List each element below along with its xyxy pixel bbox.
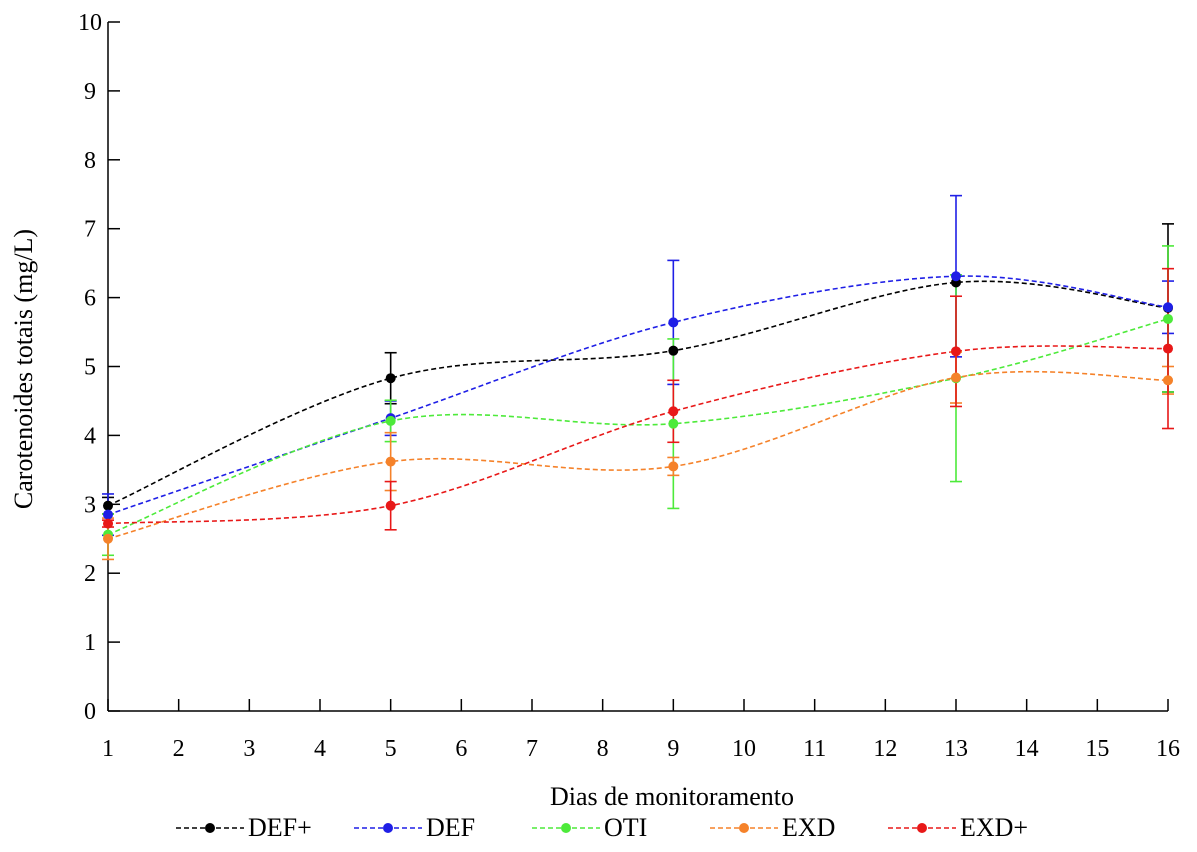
legend-item-def-plus: DEF+ [176, 813, 312, 842]
legend-item-exd: EXD [710, 813, 835, 842]
x-tick-label: 5 [385, 736, 397, 762]
x-tick-label: 9 [667, 736, 679, 762]
legend-item-exd-plus: EXD+ [888, 813, 1028, 842]
x-tick-label: 3 [243, 736, 255, 762]
y-tick-label: 2 [84, 561, 96, 587]
x-tick-label: 15 [1085, 736, 1109, 762]
x-tick-label: 2 [173, 736, 185, 762]
data-point-def-plus [668, 345, 679, 356]
data-point-exd-plus [103, 518, 113, 529]
x-tick-label: 16 [1156, 736, 1180, 762]
data-point-oti [1163, 313, 1173, 324]
legend-marker [205, 823, 215, 833]
data-point-def-plus [385, 373, 396, 384]
x-tick-label: 4 [314, 736, 326, 762]
y-tick-label: 1 [84, 630, 96, 656]
data-point-exd [103, 533, 113, 544]
legend-marker [917, 823, 927, 833]
y-tick-label: 3 [84, 492, 96, 518]
data-point-oti [668, 418, 679, 429]
y-tick-label: 7 [84, 217, 96, 243]
data-point-exd-plus [668, 406, 679, 417]
data-point-def [1163, 302, 1173, 313]
legend-item-oti: OTI [532, 813, 647, 842]
legend: DEF+ DEF OTI EXD EXD+ [176, 813, 1028, 842]
y-tick-label: 5 [84, 355, 96, 381]
series-line-exd-plus [107, 345, 1169, 525]
y-tick-label: 4 [84, 423, 96, 449]
x-tick-label: 14 [1015, 736, 1039, 762]
x-tick-label: 8 [597, 736, 609, 762]
data-point-oti [385, 415, 396, 426]
data-point-exd [951, 372, 961, 383]
x-tick-label: 12 [873, 736, 897, 762]
legend-label: DEF+ [248, 813, 312, 842]
y-tick-label: 6 [84, 286, 96, 312]
legend-label: EXD+ [960, 813, 1028, 842]
series-line-oti [107, 318, 1169, 536]
data-point-exd [1163, 375, 1173, 386]
legend-item-def: DEF [354, 813, 475, 842]
x-tick-label: 13 [944, 736, 968, 762]
x-tick-label: 7 [526, 736, 538, 762]
x-axis-title: Dias de monitoramento [550, 782, 794, 811]
legend-marker [561, 823, 571, 833]
y-axis-title: Carotenoides totais (mg/L) [9, 229, 38, 509]
y-tick-label: 0 [84, 699, 96, 725]
data-point-def [103, 509, 113, 520]
y-tick-label: 8 [84, 148, 96, 174]
y-tick-label: 10 [78, 10, 102, 36]
legend-label: DEF [426, 813, 475, 842]
legend-marker [739, 823, 749, 833]
data-point-exd [668, 461, 679, 472]
x-tick-label: 11 [803, 736, 826, 762]
error-bars [102, 194, 1174, 561]
legend-label: EXD [782, 813, 835, 842]
data-point-def [951, 271, 961, 282]
data-point-exd-plus [951, 346, 961, 357]
legend-marker [383, 823, 393, 833]
data-point-def-plus [103, 500, 113, 511]
data-points [103, 271, 1173, 544]
series-line-def-plus [107, 280, 1169, 507]
x-tick-label: 1 [102, 736, 114, 762]
x-tick-label: 10 [732, 736, 756, 762]
series-line-def [107, 275, 1169, 516]
series-lines [107, 275, 1169, 540]
data-point-exd [385, 456, 396, 467]
data-point-exd-plus [385, 500, 396, 511]
data-point-def [668, 317, 679, 328]
y-tick-label: 9 [84, 79, 96, 105]
series-line-exd [107, 370, 1169, 540]
legend-label: OTI [604, 813, 647, 842]
data-point-exd-plus [1163, 343, 1173, 354]
x-tick-label: 6 [455, 736, 467, 762]
